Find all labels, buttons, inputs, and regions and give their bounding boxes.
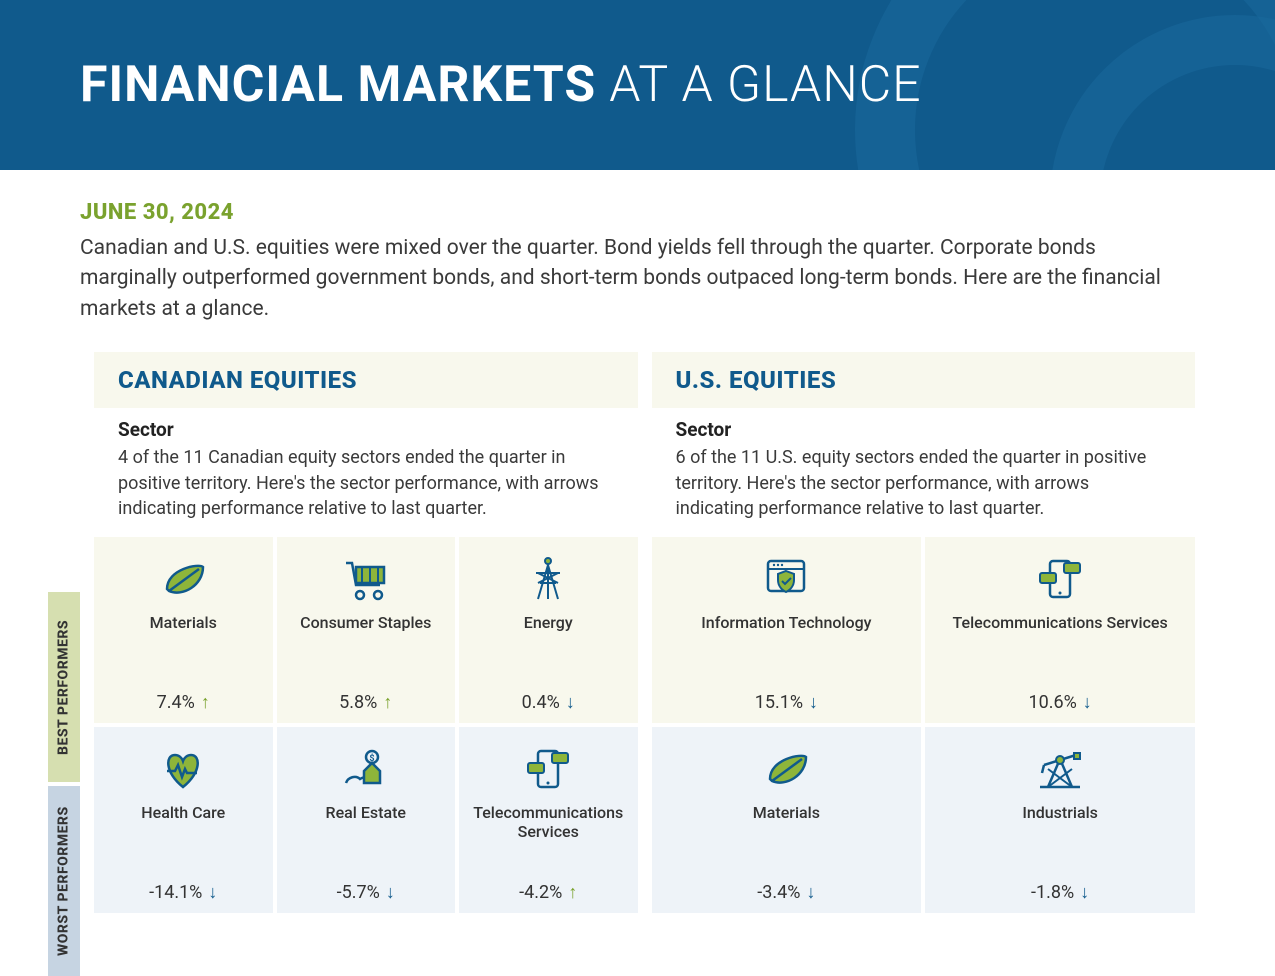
panel-title-ca: CANADIAN EQUITIES — [118, 366, 614, 394]
panel-canadian: CANADIAN EQUITIES Sector 4 of the 11 Can… — [94, 352, 638, 976]
sector-desc-us: 6 of the 11 U.S. equity sectors ended th… — [676, 445, 1172, 521]
best-performers-label: BEST PERFORMERS — [48, 592, 80, 782]
panel-sub-ca: Sector 4 of the 11 Canadian equity secto… — [94, 408, 638, 537]
sector-value: 7.4%↑ — [157, 692, 210, 713]
sector-cell: $ Real Estate -5.7%↓ — [277, 727, 456, 913]
arrow-down-icon: ↓ — [806, 882, 815, 903]
sector-cell: Materials -3.4%↓ — [652, 727, 922, 913]
heart-icon — [155, 741, 211, 797]
phone-icon — [1032, 551, 1088, 607]
panel-head-us: U.S. EQUITIES — [652, 352, 1196, 408]
sector-name: Telecommunications Services — [953, 613, 1168, 655]
sector-name: Materials — [150, 613, 217, 655]
arrow-down-icon: ↓ — [386, 882, 395, 903]
panels: CANADIAN EQUITIES Sector 4 of the 11 Can… — [94, 352, 1195, 976]
leaf-icon — [155, 551, 211, 607]
sector-cell: Health Care -14.1%↓ — [94, 727, 273, 913]
arrow-down-icon: ↓ — [809, 692, 818, 713]
sector-name: Information Technology — [701, 613, 871, 655]
side-labels: BEST PERFORMERS WORST PERFORMERS — [48, 592, 80, 976]
sector-name: Industrials — [1022, 803, 1098, 845]
sector-value: -5.7%↓ — [337, 882, 395, 903]
house-icon: $ — [338, 741, 394, 797]
us-worst-row: Materials -3.4%↓ Industrials -1.8%↓ — [652, 727, 1196, 913]
arrow-down-icon: ↓ — [1083, 692, 1092, 713]
panel-head-ca: CANADIAN EQUITIES — [94, 352, 638, 408]
sector-value: 15.1%↓ — [755, 692, 818, 713]
title-bold: FINANCIAL MARKETS — [80, 56, 596, 114]
panel-sub-us: Sector 6 of the 11 U.S. equity sectors e… — [652, 408, 1196, 537]
tower-icon — [520, 551, 576, 607]
equities-grid: BEST PERFORMERS WORST PERFORMERS CANADIA… — [48, 352, 1195, 976]
arrow-up-icon: ↑ — [568, 882, 577, 903]
arrow-up-icon: ↑ — [201, 692, 210, 713]
svg-text:$: $ — [369, 753, 374, 764]
us-best-row: Information Technology 15.1%↓ Telecommun… — [652, 537, 1196, 723]
sector-name: Energy — [524, 613, 573, 655]
intro-text: Canadian and U.S. equities were mixed ov… — [80, 233, 1195, 324]
sector-cell: Telecommunications Services -4.2%↑ — [459, 727, 638, 913]
leaf-icon — [758, 741, 814, 797]
sector-value: -4.2%↑ — [519, 882, 577, 903]
sector-value: 5.8%↑ — [339, 692, 392, 713]
worst-performers-label: WORST PERFORMERS — [48, 786, 80, 976]
sector-value: -14.1%↓ — [149, 882, 217, 903]
sector-value: 0.4%↓ — [522, 692, 575, 713]
page-title: FINANCIAL MARKETS AT A GLANCE — [80, 56, 922, 114]
sector-cell: Telecommunications Services 10.6%↓ — [925, 537, 1195, 723]
pump-icon — [1032, 741, 1088, 797]
banner: FINANCIAL MARKETS AT A GLANCE — [0, 0, 1275, 170]
arrow-down-icon: ↓ — [208, 882, 217, 903]
panel-us: U.S. EQUITIES Sector 6 of the 11 U.S. eq… — [652, 352, 1196, 976]
report-date: JUNE 30, 2024 — [80, 200, 1195, 225]
sector-cell: Consumer Staples 5.8%↑ — [277, 537, 456, 723]
sector-label-us: Sector — [676, 418, 1172, 441]
sector-name: Materials — [753, 803, 820, 845]
panel-title-us: U.S. EQUITIES — [676, 366, 1172, 394]
sector-cell: Industrials -1.8%↓ — [925, 727, 1195, 913]
sector-name: Real Estate — [326, 803, 406, 845]
phone-icon — [520, 741, 576, 797]
arrow-down-icon: ↓ — [1080, 882, 1089, 903]
sector-cell: Materials 7.4%↑ — [94, 537, 273, 723]
sector-name: Consumer Staples — [300, 613, 431, 655]
sector-cell: Energy 0.4%↓ — [459, 537, 638, 723]
shield-icon — [758, 551, 814, 607]
arrow-up-icon: ↑ — [383, 692, 392, 713]
sector-name: Health Care — [141, 803, 225, 845]
sector-name: Telecommunications Services — [467, 803, 630, 845]
sector-label-ca: Sector — [118, 418, 614, 441]
sector-value: -3.4%↓ — [757, 882, 815, 903]
title-light: AT A GLANCE — [596, 56, 922, 114]
ca-best-row: Materials 7.4%↑ Consumer Staples 5.8%↑ E… — [94, 537, 638, 723]
sector-cell: Information Technology 15.1%↓ — [652, 537, 922, 723]
sector-desc-ca: 4 of the 11 Canadian equity sectors ende… — [118, 445, 614, 521]
cart-icon — [338, 551, 394, 607]
content: JUNE 30, 2024 Canadian and U.S. equities… — [0, 170, 1275, 976]
sector-value: -1.8%↓ — [1031, 882, 1089, 903]
sector-value: 10.6%↓ — [1028, 692, 1091, 713]
arrow-down-icon: ↓ — [566, 692, 575, 713]
ca-worst-row: Health Care -14.1%↓ $ Real Estate -5.7%↓… — [94, 727, 638, 913]
